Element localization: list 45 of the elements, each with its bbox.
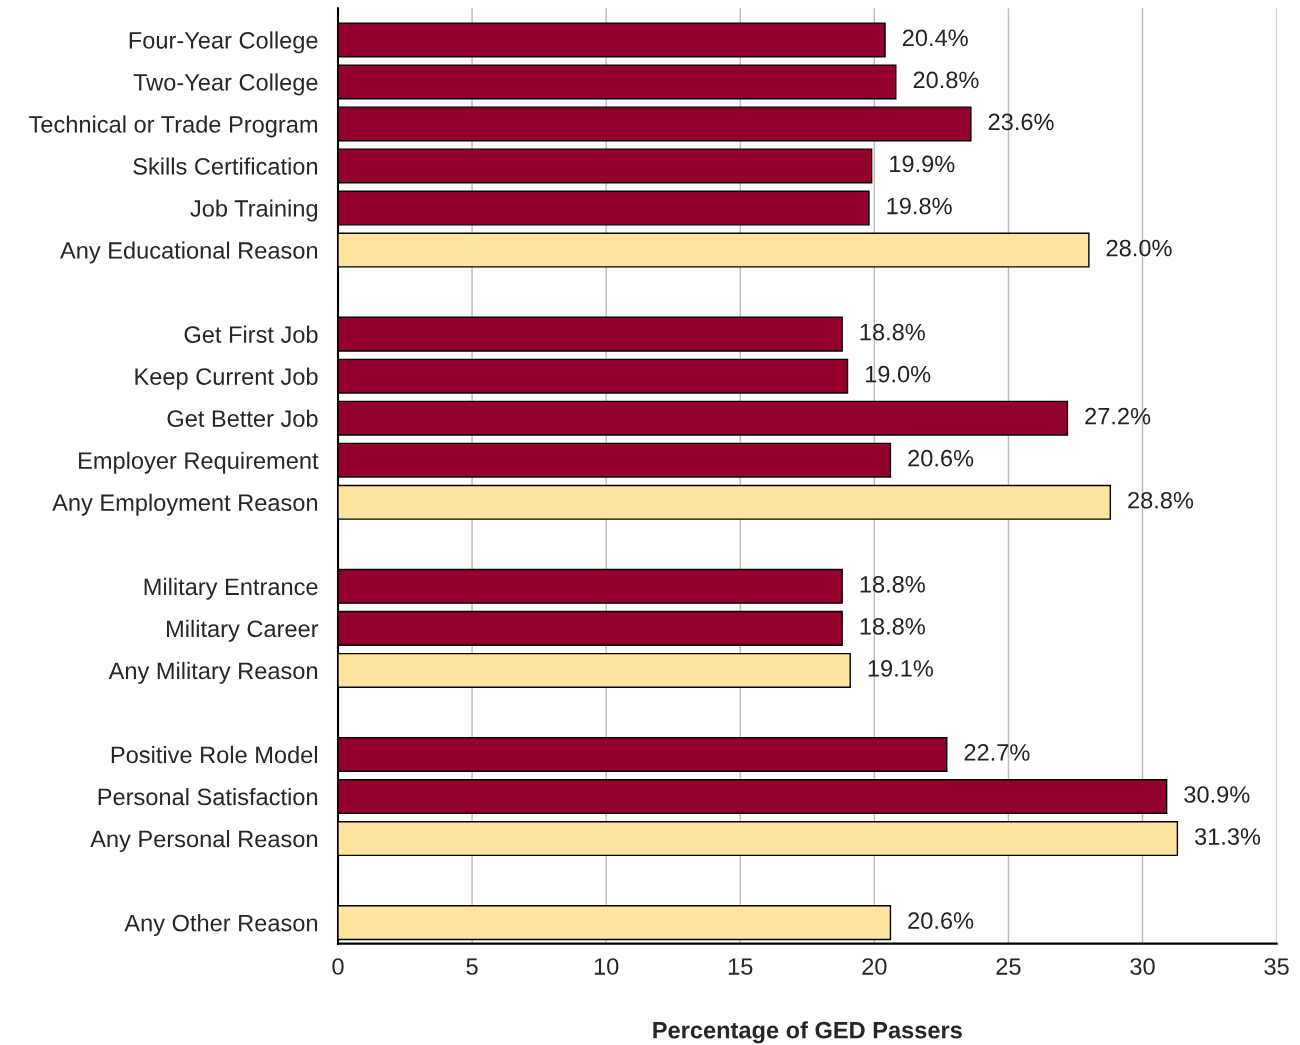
- x-tick-label: 25: [996, 958, 1021, 975]
- x-tick-label: 15: [728, 958, 753, 975]
- data-label: 20.6%: [908, 449, 974, 467]
- data-label: 20.6%: [908, 912, 974, 929]
- y-tick-label: Personal Satisfaction: [98, 787, 318, 806]
- data-label: 28.0%: [1106, 239, 1172, 257]
- data-label: 22.7%: [964, 744, 1030, 761]
- y-tick-label: Employer Requirement: [79, 451, 319, 474]
- data-label: 18.8%: [860, 617, 925, 635]
- y-tick-label: Any Educational Reason: [60, 241, 318, 264]
- y-tick-label: Any Employment Reason: [52, 493, 318, 516]
- y-tick-label: Any Other Reason: [124, 914, 318, 937]
- y-tick-label: Get First Job: [184, 325, 318, 343]
- data-label: 20.4%: [902, 29, 968, 47]
- y-tick-label: Keep Current Job: [135, 367, 318, 390]
- y-tick-label: Military Entrance: [144, 577, 318, 600]
- x-tick-label: 5: [466, 958, 478, 975]
- y-tick-label: Get Better Job: [167, 409, 318, 427]
- y-tick-label: Skills Certification: [133, 157, 318, 175]
- data-label: 20.8%: [913, 71, 979, 89]
- data-label: 19.9%: [890, 155, 955, 173]
- y-tick-label: Technical or Trade Program: [29, 115, 318, 138]
- data-label: 19.8%: [887, 197, 952, 215]
- data-label: 27.2%: [1085, 407, 1151, 425]
- y-tick-label: Any Military Reason: [108, 661, 318, 684]
- y-tick-label: Two-Year College: [133, 73, 318, 96]
- y-tick-label: Positive Role Model: [111, 745, 317, 764]
- x-tick-label: 0: [332, 958, 344, 975]
- y-tick-label: Any Personal Reason: [90, 829, 318, 852]
- data-label: 18.8%: [860, 575, 925, 593]
- x-tick-label: 35: [1264, 958, 1289, 975]
- data-label: 31.3%: [1194, 828, 1261, 845]
- data-label: 30.9%: [1184, 786, 1250, 803]
- y-tick-label: Job Training: [190, 199, 318, 222]
- data-label: 18.8%: [860, 323, 925, 341]
- data-label: 28.8%: [1128, 491, 1194, 509]
- data-label: 19.0%: [865, 365, 931, 383]
- x-tick-label: 10: [594, 958, 619, 975]
- data-label: 19.1%: [868, 660, 933, 677]
- x-axis-title: Percentage of GED Passers: [653, 1021, 962, 1044]
- y-tick-label: Four-Year College: [129, 31, 318, 54]
- y-tick-label: Military Career: [167, 619, 319, 642]
- data-label: 23.6%: [988, 113, 1054, 131]
- x-tick-label: 30: [1130, 958, 1155, 975]
- x-tick-label: 20: [862, 958, 887, 975]
